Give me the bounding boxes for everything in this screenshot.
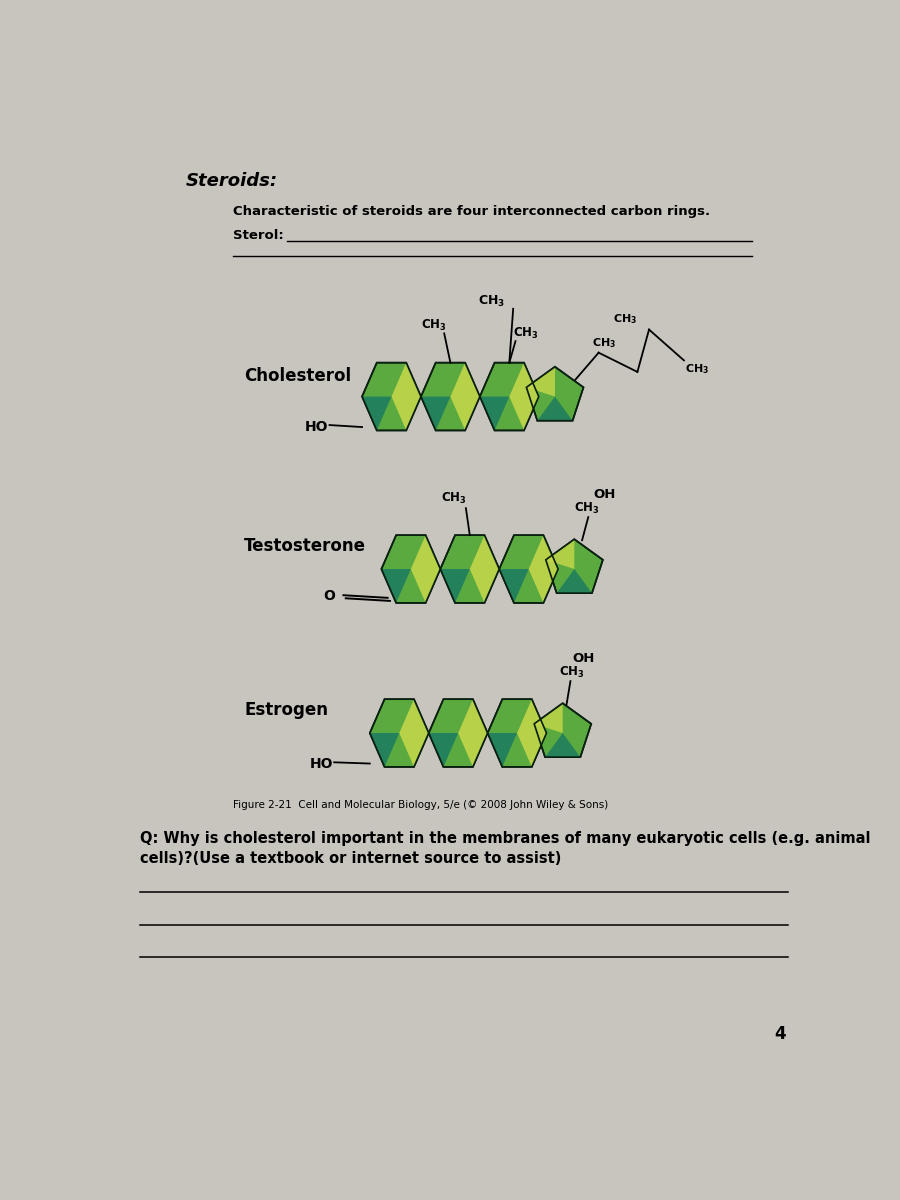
Polygon shape bbox=[488, 700, 546, 767]
Text: OH: OH bbox=[572, 652, 594, 665]
Polygon shape bbox=[545, 733, 580, 757]
Text: $\mathbf{CH_3}$: $\mathbf{CH_3}$ bbox=[613, 313, 637, 326]
Polygon shape bbox=[382, 535, 440, 602]
Polygon shape bbox=[428, 700, 488, 767]
Polygon shape bbox=[450, 362, 480, 431]
Polygon shape bbox=[537, 396, 572, 421]
Text: $\mathbf{CH_3}$: $\mathbf{CH_3}$ bbox=[574, 500, 600, 516]
Polygon shape bbox=[545, 539, 574, 569]
Polygon shape bbox=[421, 396, 450, 431]
Polygon shape bbox=[535, 703, 562, 733]
Polygon shape bbox=[488, 733, 517, 767]
Text: $\mathbf{CH_3}$: $\mathbf{CH_3}$ bbox=[686, 362, 710, 376]
Polygon shape bbox=[382, 569, 411, 602]
Polygon shape bbox=[421, 362, 480, 431]
Text: Characteristic of steroids are four interconnected carbon rings.: Characteristic of steroids are four inte… bbox=[232, 205, 710, 218]
Polygon shape bbox=[470, 535, 500, 602]
Text: $\mathbf{CH_3}$: $\mathbf{CH_3}$ bbox=[478, 294, 506, 308]
Text: Sterol:: Sterol: bbox=[232, 229, 284, 242]
Text: HO: HO bbox=[310, 757, 333, 770]
Text: Steroids:: Steroids: bbox=[186, 173, 278, 191]
Polygon shape bbox=[362, 396, 392, 431]
Polygon shape bbox=[480, 362, 539, 431]
Text: Figure 2-21  Cell and Molecular Biology, 5/e (© 2008 John Wiley & Sons): Figure 2-21 Cell and Molecular Biology, … bbox=[232, 799, 608, 810]
Text: HO: HO bbox=[305, 420, 328, 434]
Text: $\mathbf{CH_3}$: $\mathbf{CH_3}$ bbox=[513, 326, 539, 341]
Text: OH: OH bbox=[594, 488, 616, 500]
Polygon shape bbox=[500, 569, 528, 602]
Polygon shape bbox=[535, 703, 591, 757]
Polygon shape bbox=[370, 733, 400, 767]
Polygon shape bbox=[411, 535, 440, 602]
Text: Cholesterol: Cholesterol bbox=[244, 367, 351, 385]
Polygon shape bbox=[526, 367, 555, 396]
Polygon shape bbox=[509, 362, 539, 431]
Polygon shape bbox=[500, 535, 558, 602]
Polygon shape bbox=[370, 700, 428, 767]
Polygon shape bbox=[428, 733, 458, 767]
Text: O: O bbox=[323, 589, 335, 602]
Text: $\mathbf{CH_3}$: $\mathbf{CH_3}$ bbox=[442, 491, 467, 506]
Text: $\mathbf{CH_3}$: $\mathbf{CH_3}$ bbox=[559, 665, 584, 679]
Polygon shape bbox=[557, 569, 592, 593]
Text: $\mathbf{CH_3}$: $\mathbf{CH_3}$ bbox=[420, 318, 446, 334]
Polygon shape bbox=[362, 362, 421, 431]
Polygon shape bbox=[526, 367, 583, 421]
Polygon shape bbox=[458, 700, 488, 767]
Text: Q: Why is cholesterol important in the membranes of many eukaryotic cells (e.g. : Q: Why is cholesterol important in the m… bbox=[140, 830, 870, 865]
Polygon shape bbox=[528, 535, 558, 602]
Polygon shape bbox=[518, 700, 546, 767]
Text: $\mathbf{CH_3}$: $\mathbf{CH_3}$ bbox=[592, 336, 617, 349]
Polygon shape bbox=[480, 396, 509, 431]
Polygon shape bbox=[545, 539, 603, 593]
Text: 4: 4 bbox=[775, 1025, 787, 1043]
Polygon shape bbox=[392, 362, 421, 431]
Polygon shape bbox=[440, 569, 470, 602]
Text: Testosterone: Testosterone bbox=[244, 536, 366, 554]
Text: Estrogen: Estrogen bbox=[244, 701, 328, 719]
Polygon shape bbox=[400, 700, 428, 767]
Polygon shape bbox=[440, 535, 500, 602]
